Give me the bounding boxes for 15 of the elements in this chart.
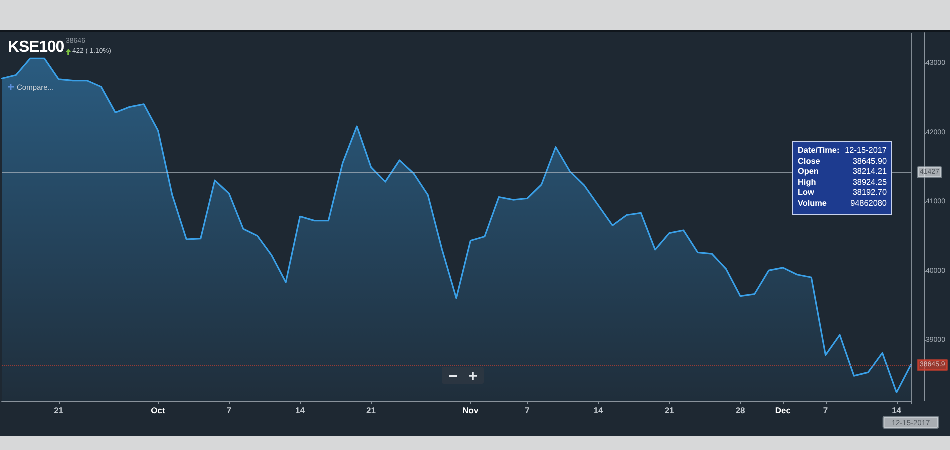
x-tick-label: 14	[296, 406, 306, 416]
x-tick-label: Oct	[151, 406, 166, 416]
x-tick-label: Dec	[775, 406, 792, 416]
x-tick-label: 7	[823, 406, 828, 416]
x-tick-label: 14	[594, 406, 604, 416]
x-tick-label: 7	[226, 406, 232, 416]
x-tick-label: Nov	[462, 406, 479, 416]
chart-title: KSE100	[8, 39, 64, 56]
x-tick-label: 14	[892, 406, 902, 416]
x-tick-label: 21	[366, 406, 376, 416]
x-tick-label: 21	[54, 406, 64, 416]
x-tick-label: 7	[525, 406, 530, 416]
text: Date/Time: 12-15-2017 Close 38645.90 Open 38214.21 High 38924.25 Low 38192.70 Volume 94862080	[798, 146, 887, 208]
x-tick-label: 21	[664, 406, 675, 416]
x-tick-label: 28	[736, 406, 746, 416]
